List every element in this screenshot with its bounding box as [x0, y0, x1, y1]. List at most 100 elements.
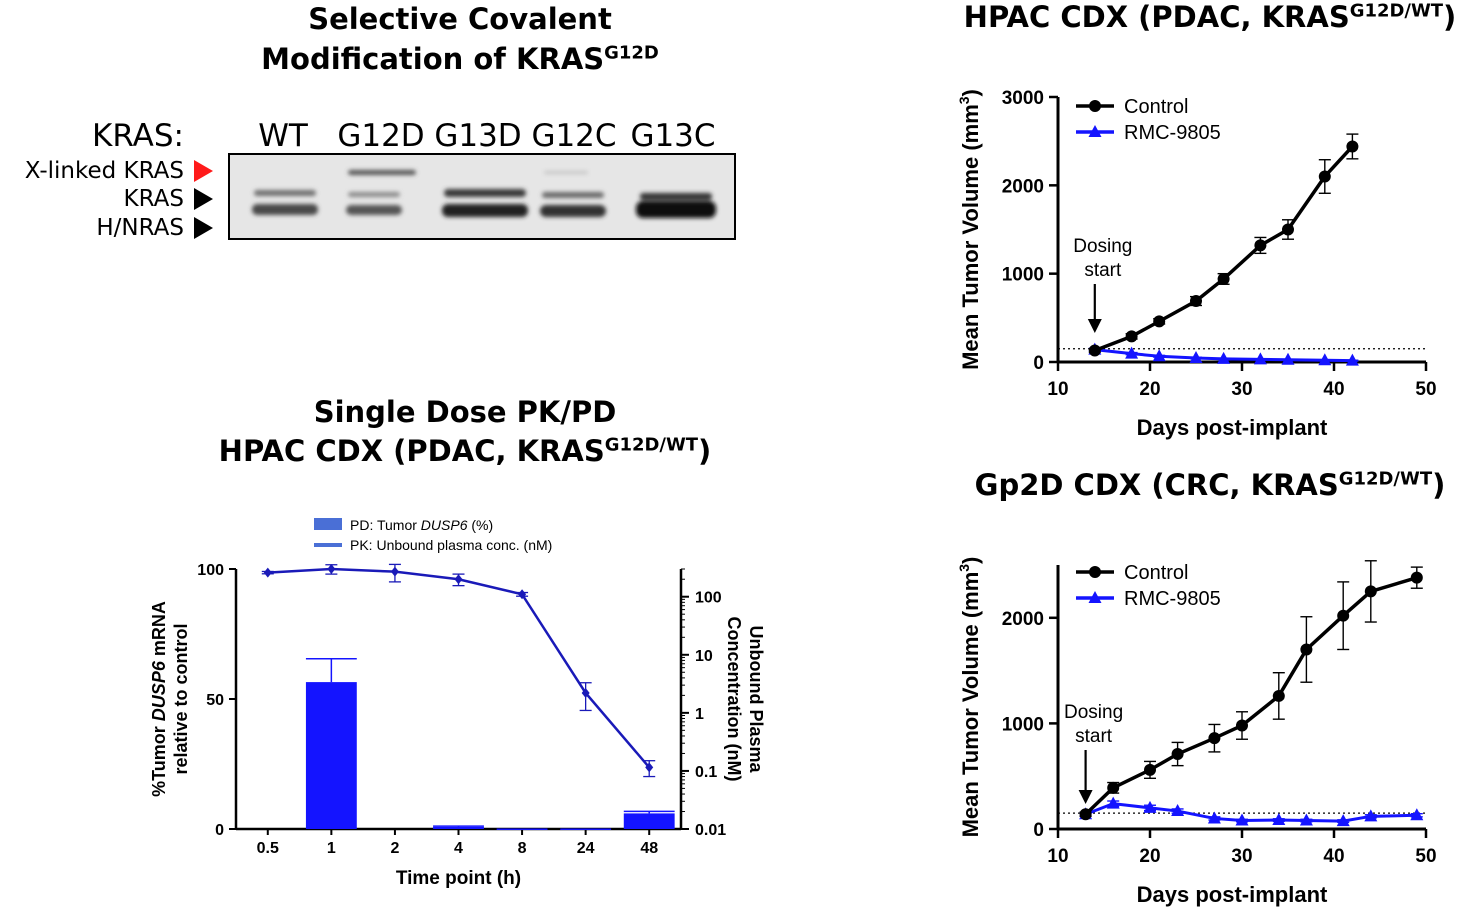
hpac-control-point: [1153, 315, 1166, 328]
gp2d-y-axis-title: Mean Tumor Volume (mm3): [956, 557, 983, 838]
hpac-legend-treated-marker: [1088, 125, 1102, 137]
hpac-treated-point: [1125, 346, 1139, 359]
pkpd-y-axis-title-line1: %Tumor DUSP6 mRNA: [149, 601, 169, 797]
blot-band-marker-0: [194, 160, 213, 182]
pkpd-ylabel-italic: DUSP6: [149, 660, 169, 721]
hpac-xtick-label: 50: [1415, 379, 1436, 400]
pkpd-xtick-label: 2: [390, 840, 399, 857]
hpac-ylabel-text: Mean Tumor Volume (mm: [958, 104, 983, 370]
pkpd-title-text: HPAC CDX (PDAC, KRAS: [218, 434, 605, 468]
pkpd-title-close: ): [698, 434, 712, 468]
gp2d-xtick-label: 30: [1231, 846, 1252, 867]
hpac-annotation-line2: start: [1084, 260, 1122, 281]
pkpd-xtick-label: 4: [454, 840, 463, 857]
gp2d-legend-control-label: Control: [1124, 562, 1188, 584]
pkpd-bar: [560, 828, 612, 830]
pkpd-y2tick-label: 0.1: [695, 764, 717, 781]
hpac-control-point: [1088, 344, 1101, 357]
gp2d-treated-point: [1336, 814, 1350, 827]
blot-image: [228, 153, 736, 240]
pkpd-y2tick-label: 1: [695, 706, 704, 723]
gp2d-title-close: ): [1432, 468, 1446, 502]
pkpd-title-sup: G12D/WT: [604, 434, 699, 456]
blot-lane-label-g13d: G13D: [434, 118, 522, 154]
pkpd-y2tick-label: 100: [695, 590, 722, 607]
gp2d-treated-point: [1171, 804, 1185, 817]
western-blot-title-line1: Selective Covalent: [308, 2, 612, 36]
gp2d-control-point: [1079, 808, 1092, 821]
pkpd-pk-point: [581, 687, 590, 698]
hpac-treated-point: [1281, 352, 1295, 365]
hpac-ytick-label: 2000: [1002, 176, 1044, 197]
pkpd-bar: [623, 813, 675, 829]
hpac-treated-point: [1345, 353, 1359, 366]
blot-lane-label-g12d: G12D: [337, 118, 425, 154]
hpac-ytick-label: 0: [1033, 353, 1044, 374]
pkpd-xtick-label: 48: [640, 840, 658, 857]
hpac-xtick-label: 20: [1139, 379, 1160, 400]
pkpd-xtick-label: 1: [327, 840, 336, 857]
pkpd-pk-point: [263, 567, 272, 578]
pkpd-legend-swatch-line: [314, 543, 342, 547]
pkpd-pk-point: [327, 564, 336, 574]
gp2d-control-point: [1300, 643, 1313, 656]
gp2d-control-point: [1364, 585, 1377, 598]
blot-band-label-0: X-linked KRAS: [24, 158, 184, 184]
gp2d-title-text: Gp2D CDX (CRC, KRAS: [974, 468, 1339, 502]
pkpd-ytick-label: 0: [215, 822, 224, 839]
gp2d-xtick-label: 50: [1415, 846, 1436, 867]
hpac-xtick-label: 10: [1047, 379, 1068, 400]
hpac-control-point: [1346, 140, 1359, 153]
pkpd-pk-point: [390, 566, 399, 577]
gp2d-ytick-label: 0: [1033, 820, 1044, 841]
hpac-control-point: [1282, 223, 1294, 236]
gp2d-ylabel-sup: 3: [956, 564, 972, 572]
pkpd-ylabel-part: %Tumor: [149, 721, 169, 797]
pkpd-xtick-label: 0.5: [257, 840, 279, 857]
hpac-legend-treated-label: RMC-9805: [1124, 122, 1221, 144]
pkpd-ytick-label: 100: [197, 562, 224, 579]
gp2d-xtick-label: 20: [1139, 846, 1160, 867]
pkpd-legend-text: PD: Tumor: [350, 517, 421, 533]
gp2d-x-axis-title: Days post-implant: [1137, 882, 1328, 907]
pkpd-legend-italic: DUSP6: [421, 517, 468, 533]
gp2d-title: Gp2D CDX (CRC, KRASG12D/WT): [940, 468, 1479, 503]
gp2d-annotation-line2: start: [1075, 726, 1113, 747]
pkpd-y2-axis-title-line1: Unbound Plasma: [746, 625, 766, 773]
pkpd-legend-label: PD: Tumor DUSP6 (%): [350, 517, 493, 533]
pkpd-xtick-label: 24: [577, 840, 595, 857]
gp2d-treated-point: [1207, 811, 1221, 824]
hpac-control-point: [1190, 295, 1202, 308]
pkpd-y2tick-label: 0.01: [695, 822, 726, 839]
blot-lane-label-g13c: G13C: [630, 118, 716, 154]
pkpd-pk-point: [645, 762, 654, 773]
gp2d-treated-point: [1235, 813, 1249, 826]
gp2d-title-sup: G12D/WT: [1338, 468, 1433, 490]
hpac-xtick-label: 30: [1231, 379, 1252, 400]
hpac-xtick-label: 40: [1323, 379, 1344, 400]
gp2d-legend-treated-label: RMC-9805: [1124, 588, 1221, 610]
western-blot-title-sup: G12D: [604, 42, 659, 64]
hpac-title-text: HPAC CDX (PDAC, KRAS: [963, 0, 1350, 34]
gp2d-control-point: [1171, 748, 1184, 761]
hpac-treated-point: [1152, 349, 1166, 362]
gp2d-control-point: [1272, 689, 1285, 702]
gp2d-control-point: [1410, 571, 1423, 584]
hpac-annotation-arrow-head: [1087, 319, 1102, 333]
pkpd-pk-point: [518, 589, 527, 600]
western-blot-title-line2: Modification of KRASG12D: [190, 42, 730, 77]
blot-row-header: KRAS:: [92, 118, 184, 154]
gp2d-treated-point: [1299, 813, 1313, 826]
hpac-annotation-line1: Dosing: [1073, 236, 1132, 257]
gp2d-treated-point: [1410, 808, 1424, 821]
blot-band-label-2: H/NRAS: [96, 215, 184, 241]
hpac-legend-control-label: Control: [1124, 96, 1188, 118]
gp2d-control-point: [1144, 763, 1156, 776]
pkpd-bar: [496, 828, 548, 830]
gp2d-annotation-arrow-head: [1078, 790, 1093, 804]
gp2d-legend-treated-marker: [1088, 591, 1102, 603]
pkpd-x-axis-title: Time point (h): [396, 868, 521, 889]
